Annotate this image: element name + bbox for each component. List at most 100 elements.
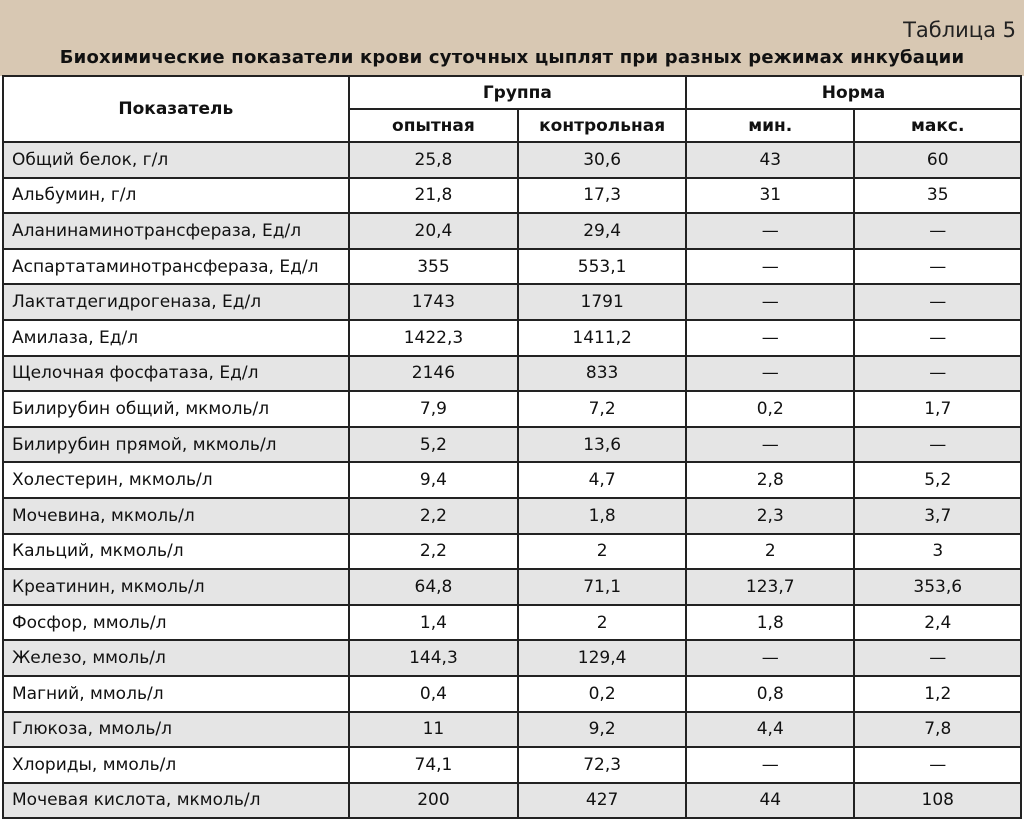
min-cell: — (685, 318, 856, 357)
control-cell: 4,7 (517, 461, 688, 499)
control-cell: 427 (517, 781, 688, 819)
max-cell: 353,6 (853, 568, 1022, 606)
experimental-cell: 0,4 (347, 674, 520, 713)
control-cell: 72,3 (517, 746, 688, 784)
experimental-cell: 1743 (347, 283, 520, 321)
experimental-cell: 11 (347, 710, 520, 749)
control-cell: 29,4 (517, 212, 688, 250)
max-cell: — (853, 639, 1022, 677)
header-max: макс. (853, 108, 1022, 143)
table-row: Креатинин, мкмоль/л 64,8 71,1 123,7 353,6 (2, 568, 1022, 606)
indicator-cell: Аланинаминотрансфераза, Ед/л (2, 212, 350, 250)
control-cell: 71,1 (517, 568, 688, 606)
max-cell: 3,7 (853, 496, 1022, 535)
experimental-cell: 21,8 (347, 176, 520, 215)
min-cell: 0,8 (685, 674, 856, 713)
experimental-cell: 64,8 (347, 568, 520, 606)
min-cell: — (685, 212, 856, 250)
header-min: мин. (685, 108, 856, 143)
indicator-cell: Железо, ммоль/л (2, 639, 350, 677)
control-cell: 0,2 (517, 674, 688, 713)
control-cell: 30,6 (517, 141, 688, 179)
max-cell: — (853, 746, 1022, 784)
table-row: Глюкоза, ммоль/л 11 9,2 4,4 7,8 (2, 710, 1022, 749)
experimental-cell: 25,8 (347, 141, 520, 179)
control-cell: 2 (517, 532, 688, 571)
table-row: Щелочная фосфатаза, Ед/л 2146 833— — (2, 354, 1022, 393)
indicator-cell: Лактатдегидрогеназа, Ед/л (2, 283, 350, 321)
max-cell: — (853, 212, 1022, 250)
control-cell: 17,3 (517, 176, 688, 215)
indicator-cell: Амилаза, Ед/л (2, 318, 350, 357)
max-cell: 3 (853, 532, 1022, 571)
indicator-cell: Холестерин, мкмоль/л (2, 461, 350, 499)
title-band: Таблица 5 Биохимические показатели крови… (0, 0, 1024, 76)
max-cell: 7,8 (853, 710, 1022, 749)
min-cell: — (685, 354, 856, 393)
max-cell: 60 (853, 141, 1022, 179)
min-cell: — (685, 746, 856, 784)
table-row: Аланинаминотрансфераза, Ед/л 20,4 29,4— — (2, 212, 1022, 250)
max-cell: 1,2 (853, 674, 1022, 713)
min-cell: 123,7 (685, 568, 856, 606)
table-row: Лактатдегидрогеназа, Ед/л 1743 1791— — (2, 283, 1022, 321)
control-cell: 2 (517, 603, 688, 642)
experimental-cell: 20,4 (347, 212, 520, 250)
min-cell: 2,8 (685, 461, 856, 499)
table-row: Аспартатаминотрансфераза, Ед/л 355 553,1— — (2, 247, 1022, 286)
table-row: Железо, ммоль/л 144,3 129,4— — (2, 639, 1022, 677)
control-cell: 1791 (517, 283, 688, 321)
experimental-cell: 2,2 (347, 496, 520, 535)
table-row: Кальций, мкмоль/л 2,2 2 2 3 (2, 532, 1022, 571)
experimental-cell: 200 (347, 781, 520, 819)
experimental-cell: 355 (347, 247, 520, 286)
header-experimental: опытная (347, 108, 520, 143)
max-cell: — (853, 247, 1022, 286)
control-cell: 1411,2 (517, 318, 688, 357)
control-cell: 13,6 (517, 425, 688, 464)
indicator-cell: Хлориды, ммоль/л (2, 746, 350, 784)
table-row: Мочевая кислота, мкмоль/л 200 427 44 108 (2, 781, 1022, 819)
min-cell: 31 (685, 176, 856, 215)
experimental-cell: 9,4 (347, 461, 520, 499)
table-row: Холестерин, мкмоль/л 9,4 4,7 2,8 5,2 (2, 461, 1022, 499)
control-cell: 1,8 (517, 496, 688, 535)
indicator-cell: Аспартатаминотрансфераза, Ед/л (2, 247, 350, 286)
indicator-cell: Билирубин общий, мкмоль/л (2, 390, 350, 428)
table-row: Мочевина, мкмоль/л 2,2 1,8 2,3 3,7 (2, 496, 1022, 535)
max-cell: 2,4 (853, 603, 1022, 642)
header-control: контрольная (517, 108, 688, 143)
indicator-cell: Билирубин прямой, мкмоль/л (2, 425, 350, 464)
min-cell: 4,4 (685, 710, 856, 749)
min-cell: — (685, 247, 856, 286)
experimental-cell: 2,2 (347, 532, 520, 571)
experimental-cell: 144,3 (347, 639, 520, 677)
table-row: Альбумин, г/л 21,8 17,3 31 35 (2, 176, 1022, 215)
max-cell: 35 (853, 176, 1022, 215)
control-cell: 129,4 (517, 639, 688, 677)
indicator-cell: Глюкоза, ммоль/л (2, 710, 350, 749)
min-cell: 43 (685, 141, 856, 179)
indicator-cell: Общий белок, г/л (2, 141, 350, 179)
max-cell: 5,2 (853, 461, 1022, 499)
indicator-cell: Щелочная фосфатаза, Ед/л (2, 354, 350, 393)
min-cell: 0,2 (685, 390, 856, 428)
data-table: Показатель Группа Норма опытная контроль… (2, 75, 1022, 819)
experimental-cell: 2146 (347, 354, 520, 393)
indicator-cell: Креатинин, мкмоль/л (2, 568, 350, 606)
max-cell: — (853, 354, 1022, 393)
min-cell: 1,8 (685, 603, 856, 642)
experimental-cell: 1422,3 (347, 318, 520, 357)
max-cell: 1,7 (853, 390, 1022, 428)
header-group: Группа (347, 75, 688, 110)
max-cell: — (853, 283, 1022, 321)
header-norm: Норма (685, 75, 1022, 110)
table-row: Билирубин прямой, мкмоль/л 5,2 13,6— — (2, 425, 1022, 464)
indicator-cell: Альбумин, г/л (2, 176, 350, 215)
table-number: Таблица 5 (903, 18, 1016, 42)
control-cell: 9,2 (517, 710, 688, 749)
table-row: Хлориды, ммоль/л 74,1 72,3— — (2, 746, 1022, 784)
control-cell: 7,2 (517, 390, 688, 428)
control-cell: 553,1 (517, 247, 688, 286)
experimental-cell: 1,4 (347, 603, 520, 642)
